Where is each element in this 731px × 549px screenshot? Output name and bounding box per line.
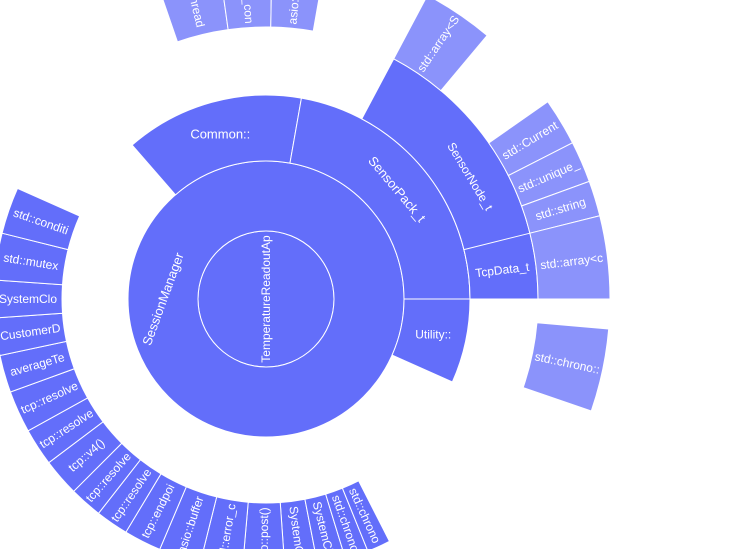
label-sm_sysclock2: SystemClo — [0, 292, 57, 306]
sector-SessionManager[interactable] — [127, 160, 405, 438]
label-sm_sysclock: SystemClo — [286, 505, 307, 549]
sector-sm_tail1[interactable] — [304, 493, 346, 549]
sector-ut_inner[interactable] — [522, 322, 610, 412]
sector-sm_condvar[interactable] — [1, 187, 81, 251]
label-sm_asio_post: asio::post() — [257, 507, 272, 549]
sector-sm_tail2[interactable] — [325, 487, 368, 549]
label-asio_io_context: asio::io_con — [238, 0, 256, 24]
sector-sm_tail3[interactable] — [341, 480, 391, 549]
label-Utility: Utility:: — [415, 328, 451, 342]
sector-std_thread[interactable] — [154, 0, 229, 43]
label-Common: Common:: — [190, 127, 250, 142]
sector-tcp_array[interactable] — [529, 215, 611, 300]
sector-asio_executor[interactable] — [270, 0, 326, 32]
sector-Utility[interactable] — [391, 298, 471, 383]
label-root: TemperatureReadoutAp — [259, 235, 273, 363]
sector-sp_array[interactable] — [393, 0, 488, 92]
label-TcpData: TcpData_t — [475, 260, 531, 281]
